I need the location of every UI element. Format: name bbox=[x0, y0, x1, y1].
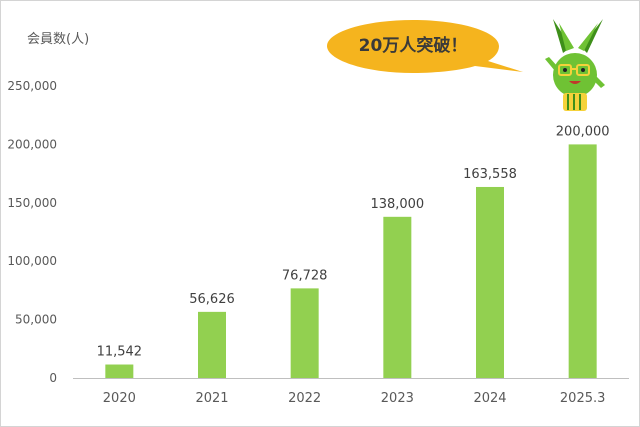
x-tick-label: 2021 bbox=[195, 391, 228, 406]
bar-2020 bbox=[105, 364, 134, 378]
x-tick-label: 2023 bbox=[381, 391, 414, 406]
bar-2025-3 bbox=[568, 144, 597, 378]
y-tick-label: 100,000 bbox=[7, 254, 57, 268]
bar-2022 bbox=[290, 288, 319, 378]
data-label: 163,558 bbox=[463, 167, 517, 182]
x-tick-label: 2025.3 bbox=[560, 391, 606, 406]
bar-2021 bbox=[198, 311, 226, 378]
data-labels: 11,542 56,626 76,728 138,000 163,558 200,000 bbox=[97, 124, 610, 359]
bar-series bbox=[105, 144, 597, 378]
data-label: 138,000 bbox=[370, 197, 424, 212]
data-label: 76,728 bbox=[282, 268, 328, 283]
y-tick-label: 0 bbox=[49, 371, 57, 385]
green-rabbit-mascot-icon bbox=[541, 13, 611, 117]
x-tick-label: 2022 bbox=[288, 391, 321, 406]
data-label: 200,000 bbox=[556, 124, 610, 139]
callout-shape bbox=[327, 20, 523, 73]
callout-bubble: 20万人突破！ bbox=[327, 17, 524, 75]
y-tick-label: 250,000 bbox=[7, 79, 57, 93]
data-label: 56,626 bbox=[189, 292, 235, 307]
y-tick-label: 150,000 bbox=[7, 196, 57, 210]
data-label: 11,542 bbox=[97, 345, 143, 360]
y-axis-unit-label: 会員数(人) bbox=[27, 32, 90, 47]
y-axis-ticks: 0 50,000 100,000 150,000 200,000 250,000 bbox=[7, 79, 57, 385]
x-axis-ticks: 2020 2021 2022 2023 2024 2025.3 bbox=[103, 391, 606, 406]
x-tick-label: 2024 bbox=[473, 391, 506, 406]
y-tick-label: 50,000 bbox=[15, 313, 57, 327]
bar-2023 bbox=[383, 216, 412, 378]
bar-2024 bbox=[476, 186, 504, 378]
x-tick-label: 2020 bbox=[103, 391, 136, 406]
y-tick-label: 200,000 bbox=[7, 137, 57, 151]
callout-text: 20万人突破！ bbox=[358, 36, 468, 56]
